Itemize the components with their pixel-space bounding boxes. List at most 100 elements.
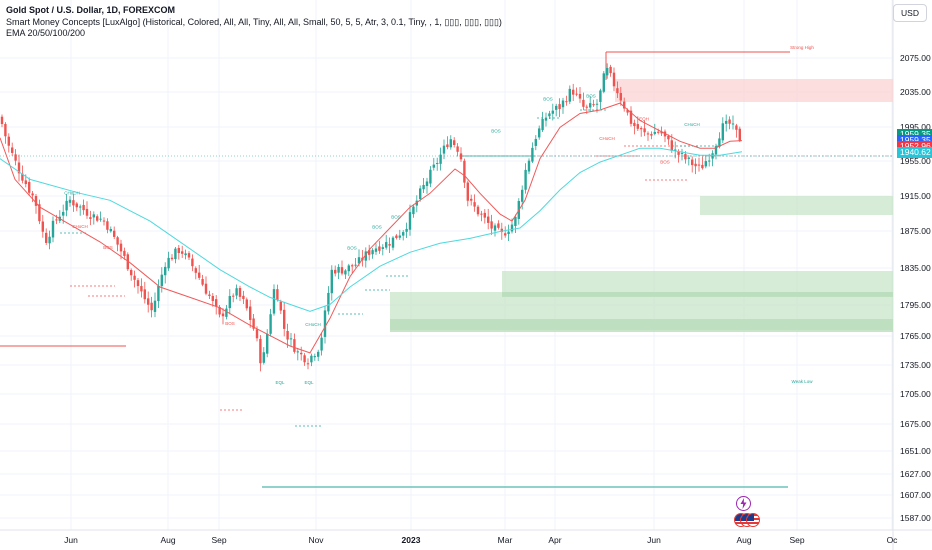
symbol-title[interactable]: Gold Spot / U.S. Dollar, 1D, FOREXCOM <box>6 5 176 15</box>
candle <box>653 123 656 136</box>
candle-body <box>123 250 126 256</box>
candle <box>337 264 340 280</box>
candle-body <box>470 198 473 201</box>
candle-body <box>21 173 24 181</box>
candle <box>650 131 653 140</box>
candle <box>130 268 133 281</box>
candle <box>684 151 687 164</box>
time-axis[interactable]: Jun Aug Sep Nov 2023 Mar Apr Jun Aug Sep Oc <box>64 535 898 545</box>
candle <box>109 226 112 233</box>
candle-body <box>419 188 422 200</box>
candle <box>470 194 473 206</box>
y-tick-label: 1995.00 <box>900 122 931 132</box>
candle-body <box>252 318 255 329</box>
lightning-event-icon[interactable] <box>736 496 751 511</box>
candle-body <box>150 302 153 311</box>
candle <box>735 123 738 138</box>
candle <box>436 157 439 171</box>
candle <box>340 260 344 276</box>
candle-body <box>456 146 459 152</box>
candle <box>344 269 347 279</box>
candle-body <box>102 220 106 222</box>
us-flag-icon[interactable] <box>734 513 760 528</box>
candle-body <box>320 337 323 351</box>
candle-body <box>687 157 690 159</box>
candle <box>34 194 38 214</box>
candle <box>446 136 449 150</box>
price-axis[interactable]: 2075.00 2035.00 1995.00 1955.00 1915.00 1875.… <box>900 53 931 523</box>
candle-body <box>306 363 310 365</box>
x-tick-label: 2023 <box>402 535 421 545</box>
candle <box>232 293 235 303</box>
candle <box>633 119 636 135</box>
candle <box>327 286 330 315</box>
candle <box>157 279 160 308</box>
y-tick-label: 1795.00 <box>900 300 931 310</box>
candle <box>616 81 619 98</box>
candle <box>697 157 701 172</box>
candle <box>320 333 323 356</box>
order-block-zones <box>390 79 893 332</box>
candle <box>439 147 442 171</box>
candle-body <box>422 184 425 190</box>
candle <box>276 284 279 302</box>
candle <box>385 234 388 250</box>
smc-label: EQH <box>639 117 649 122</box>
candle <box>453 137 456 148</box>
candle <box>694 158 697 175</box>
candle-body <box>283 309 286 329</box>
candle-body <box>541 119 544 131</box>
candle-body <box>4 123 7 137</box>
candle-body <box>711 153 714 159</box>
candle-body <box>561 100 565 108</box>
candle-body <box>548 113 551 117</box>
candle-body <box>521 189 524 202</box>
candle-body <box>623 101 626 109</box>
candle-body <box>28 182 31 193</box>
candle <box>11 142 14 156</box>
candle-body <box>463 160 466 183</box>
candle <box>218 304 221 318</box>
x-tick-label: Aug <box>160 535 175 545</box>
ema-lines <box>0 102 743 354</box>
candle-body <box>7 136 10 146</box>
candle-body <box>680 152 684 154</box>
x-tick-label: Nov <box>308 535 324 545</box>
candle-body <box>589 103 592 108</box>
candle-body <box>514 216 517 226</box>
indicator-smc-label[interactable]: Smart Money Concepts [LuxAlgo] (Historic… <box>6 16 502 27</box>
candle-body <box>51 220 55 238</box>
candle-body <box>480 213 483 215</box>
candle-body <box>303 355 306 363</box>
candle <box>286 323 289 348</box>
candle-body <box>708 160 711 162</box>
candle <box>378 240 381 254</box>
y-tick-label: 1735.00 <box>900 360 931 370</box>
candle <box>85 201 89 219</box>
candle <box>364 247 367 268</box>
candle <box>170 254 174 261</box>
candle <box>242 290 245 305</box>
candle <box>147 291 150 313</box>
currency-button[interactable]: USD <box>893 4 927 22</box>
candle <box>153 292 157 318</box>
candle-body <box>147 298 150 305</box>
candle-body <box>609 66 612 74</box>
x-tick-label: Jun <box>647 535 661 545</box>
smc-label: BOS <box>586 94 596 99</box>
candle <box>408 204 412 236</box>
candle <box>442 139 446 160</box>
candle-body <box>194 268 197 273</box>
candle-body <box>476 206 480 215</box>
candle-body <box>334 269 337 274</box>
candle <box>334 265 337 277</box>
candle-body <box>249 306 252 320</box>
candle <box>395 234 398 240</box>
candle-body <box>582 99 585 107</box>
candle <box>629 106 633 127</box>
candle <box>38 199 41 225</box>
candle <box>667 134 670 145</box>
indicator-ema-label[interactable]: EMA 20/50/100/200 <box>6 28 86 38</box>
